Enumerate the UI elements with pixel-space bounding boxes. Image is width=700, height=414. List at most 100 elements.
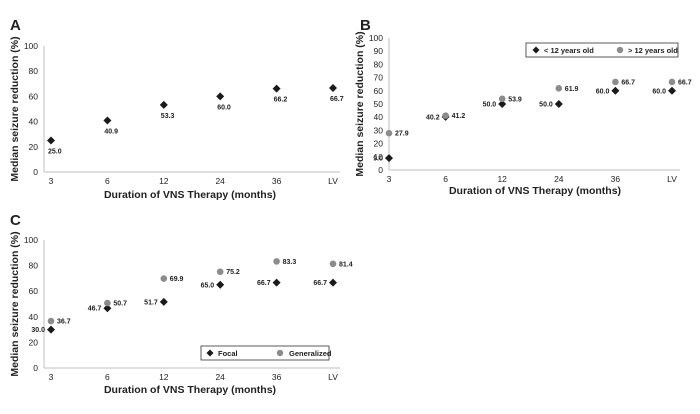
panel-c-axes xyxy=(43,240,340,369)
panel-c-data-label-s1: 36.7 xyxy=(57,319,71,326)
panel-c-legend-label-2: Generalized xyxy=(289,349,332,358)
panel-b-point-s1 xyxy=(555,84,563,92)
panel-c-point-s1 xyxy=(104,299,111,307)
panel-b-data-label-s0: 60.0 xyxy=(596,88,610,95)
panel-c-x-tick-label: 24 xyxy=(215,372,225,382)
panel-a-y-tick-label: 60 xyxy=(29,91,39,101)
panel-b-x-tick-label: 24 xyxy=(554,174,564,184)
panel-c-data-label-s0: 66.7 xyxy=(257,280,271,287)
panel-b-data-label-s1: 41.2 xyxy=(452,113,466,120)
panel-b-legend-box xyxy=(525,42,679,58)
panel-b-x-tick-label: LV xyxy=(667,174,677,184)
panel-c-point-s1 xyxy=(273,258,280,265)
panel-b-point-s0 xyxy=(385,154,393,163)
panel-a-x-tick-label: 24 xyxy=(215,176,225,186)
panel-b-y-tick-label: 20 xyxy=(374,139,384,149)
panel-b-axes xyxy=(388,38,680,171)
panel-b-y-ticks: 0 10 20 30 40 50 60 70 80 90 100 xyxy=(369,33,383,175)
panel-c-y-tick-label: 0 xyxy=(33,363,38,373)
panel-a-data-label-s0: 66.7 xyxy=(330,96,344,103)
panel-b-marks: 9.0 40.2 50.0 50.0 60.0 60.0 27.9 41.2 53.9 61.9 6… xyxy=(373,78,692,163)
panel-c-x-tick-label: 36 xyxy=(272,372,282,382)
panel-c-x-tick-label: 3 xyxy=(49,372,54,382)
panel-c-point-s1 xyxy=(216,268,224,276)
panel-c-point-s1 xyxy=(160,275,168,282)
panel-c-x-tick-label: LV xyxy=(328,372,338,382)
panel-b-data-label-s0: 40.2 xyxy=(426,114,440,121)
panel-a-point-s0 xyxy=(272,84,281,93)
panel-a-point-s0 xyxy=(216,92,225,101)
panel-c-data-label-s1: 83.3 xyxy=(283,259,297,266)
panel-c-legend-box xyxy=(200,345,330,361)
panel-b-point-s0 xyxy=(554,100,563,108)
panel-c-point-s0 xyxy=(329,278,337,287)
panel-b-legend-diamond-icon xyxy=(532,46,540,54)
panel-b-point-s0 xyxy=(611,86,620,95)
panel-a-data-label-s0: 25.0 xyxy=(48,149,62,156)
panel-a-point-s0 xyxy=(103,116,112,125)
panel-c-point-s1 xyxy=(329,260,337,268)
panel-c-data-label-s1: 50.7 xyxy=(113,301,127,308)
panel-b-x-tick-label: 36 xyxy=(611,174,621,184)
panel-c-x-tick-label: 12 xyxy=(159,372,169,382)
panel-c-y-axis-label: Median seizure reduction (%) xyxy=(9,231,21,376)
panel-b-data-label-s1: 66.7 xyxy=(678,79,692,86)
panel-b-point-s0 xyxy=(498,100,507,108)
panel-b-legend-label-1: < 12 years old xyxy=(544,46,594,55)
panel-c-data-label-s0: 66.7 xyxy=(313,280,327,287)
panel-a-y-tick-label: 80 xyxy=(29,66,39,76)
panel-b-y-tick-label: 30 xyxy=(374,125,384,135)
panel-b-x-tick-label: 12 xyxy=(497,174,507,184)
panel-c-point-s0 xyxy=(47,325,55,334)
panel-c-y-tick-label: 40 xyxy=(29,312,39,322)
panel-b-data-label-s0: 9.0 xyxy=(373,156,383,163)
panel-c-data-label-s0: 65.0 xyxy=(201,282,215,289)
panel-b-y-tick-label: 60 xyxy=(374,86,384,96)
panel-b-data-label-s0: 50.0 xyxy=(483,102,497,109)
panel-b-point-s1 xyxy=(385,129,393,137)
panel-c-x-axis-label: Duration of VNS Therapy (months) xyxy=(104,384,276,396)
panel-b-letter: B xyxy=(360,17,371,34)
panel-a-y-axis-label: Median seizure reduction (%) xyxy=(9,36,21,181)
panel-b-data-label-s1: 53.9 xyxy=(508,96,522,103)
panel-c-data-label-s0: 30.0 xyxy=(31,327,45,334)
panel-a-point-s0 xyxy=(329,83,337,92)
panel-a-x-tick-label: 12 xyxy=(159,176,169,186)
panel-a-letter: A xyxy=(10,17,21,34)
panel-a-y-tick-label: 40 xyxy=(29,117,39,127)
panel-b-y-tick-label: 10 xyxy=(374,152,384,162)
panel-a-y-ticks: 0 20 40 60 80 100 xyxy=(24,41,38,177)
panel-a-y-tick-label: 100 xyxy=(24,41,38,51)
panel-c-y-tick-label: 60 xyxy=(29,286,39,296)
panel-b-data-label-s1: 66.7 xyxy=(621,79,635,86)
panel-a-marks: 25.0 40.9 53.3 60.0 66.2 66.7 xyxy=(47,83,344,156)
panel-a-data-label-s0: 60.0 xyxy=(217,104,231,111)
panel-a-data-label-s0: 53.3 xyxy=(161,113,175,120)
panel-b-x-axis-label: Duration of VNS Therapy (months) xyxy=(449,185,621,197)
panel-b-legend-label-2: > 12 years old xyxy=(628,46,678,55)
panel-b-x-ticks: 3 6 12 24 36 LV xyxy=(387,174,678,184)
panel-c-y-tick-label: 80 xyxy=(29,261,39,271)
panel-a-y-tick-label: 20 xyxy=(29,142,39,152)
panel-a-x-tick-label: 3 xyxy=(49,176,54,186)
panel-b-y-tick-label: 0 xyxy=(378,165,383,175)
panel-b-point-s0 xyxy=(668,86,676,95)
panel-a-x-tick-label: LV xyxy=(328,176,338,186)
panel-c-letter: C xyxy=(10,212,21,229)
panel-c-marks: 30.0 46.7 51.7 65.0 66.7 66.7 36.7 50.7 69.9 75.2… xyxy=(31,258,353,334)
panel-a-y-tick-label: 0 xyxy=(33,167,38,177)
panel-c-point-s0 xyxy=(216,280,225,289)
panel-a-point-s0 xyxy=(47,136,55,145)
panel-b-y-tick-label: 80 xyxy=(374,59,384,69)
panel-c-point-s1 xyxy=(47,317,55,325)
panel-a-x-axis-label: Duration of VNS Therapy (months) xyxy=(104,189,276,201)
panel-c-legend-diamond-icon xyxy=(206,349,214,357)
panel-b-y-axis-label: Median seizure reduction (%) xyxy=(354,31,366,176)
panel-b-data-label-s0: 60.0 xyxy=(652,88,666,95)
panel-c-data-label-s0: 51.7 xyxy=(144,299,158,306)
panel-b-y-tick-label: 40 xyxy=(374,112,384,122)
